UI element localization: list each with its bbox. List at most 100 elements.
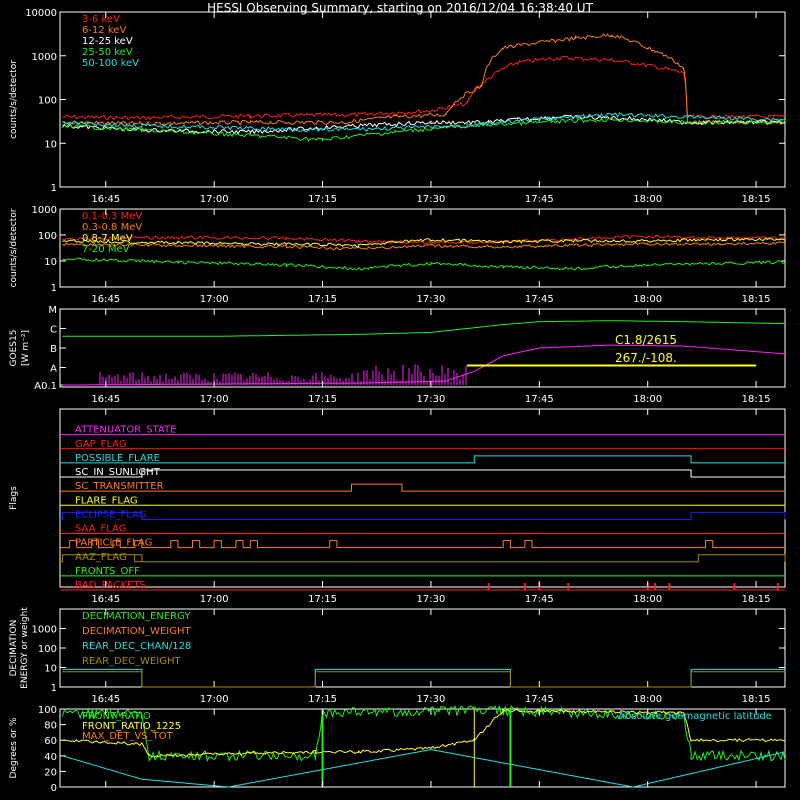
series-line — [62, 749, 786, 788]
y-tick-label: 1000 — [32, 625, 57, 636]
y-tick-label: 10000 — [25, 8, 57, 19]
x-tick-label: 16:45 — [91, 394, 120, 405]
series-line — [62, 671, 785, 688]
x-tick-label: 17:30 — [417, 594, 446, 605]
y-tick-label: 10 — [44, 664, 57, 675]
y-tick-label: 100 — [38, 96, 57, 107]
flag-label: GAP_FLAG — [75, 439, 127, 450]
legend-label: FRONT_RATIO_1225 — [82, 721, 181, 732]
x-tick-label: 17:15 — [308, 294, 337, 305]
legend-label: 12-25 keV — [82, 36, 133, 47]
legend-label: REAR_DEC_CHAN/128 — [82, 641, 191, 652]
x-tick-label: 18:15 — [742, 694, 771, 705]
flag-label: AAZ_FLAG — [75, 552, 127, 563]
y-tick-label: 100 — [38, 644, 57, 655]
x-tick-label: 17:00 — [200, 294, 229, 305]
series-line — [62, 234, 786, 245]
series-line — [62, 112, 786, 133]
flag-line — [60, 483, 785, 492]
y-tick-label: 1000 — [32, 52, 57, 63]
y-tick-label: 1 — [51, 183, 57, 194]
y-tick-label: 100 — [38, 705, 57, 716]
flag-line — [60, 540, 785, 549]
y-tick-label: 0 — [51, 783, 57, 794]
flag-line — [60, 469, 785, 478]
series-line — [61, 704, 786, 763]
y-tick-label: 1 — [51, 683, 57, 694]
legend-label: DECIMATION_WEIGHT — [82, 626, 191, 637]
legend-label: REAR_DEC_WEIGHT — [82, 656, 181, 667]
series-line — [62, 320, 785, 337]
flag-label: ECLIPSE_FLAG — [75, 509, 146, 520]
legend-label: FRONT_RATIO — [82, 711, 151, 722]
x-tick-label: 18:15 — [742, 594, 771, 605]
ratios-annotation: Absolute geomagnetic latitude — [618, 711, 772, 722]
x-tick-label: 17:15 — [308, 394, 337, 405]
x-tick-label: 16:45 — [91, 594, 120, 605]
legend-label: 50-100 keV — [82, 58, 139, 69]
x-tick-label: 17:00 — [200, 194, 229, 205]
series-line — [62, 116, 786, 142]
x-tick-label: 18:15 — [742, 294, 771, 305]
y-tick-label: B — [50, 344, 57, 355]
x-tick-label: 17:00 — [200, 394, 229, 405]
x-tick-label: 17:30 — [417, 294, 446, 305]
x-tick-label: 18:00 — [633, 594, 662, 605]
y-tick-label: 20 — [44, 767, 57, 778]
x-tick-label: 18:00 — [633, 294, 662, 305]
flag-label: SAA_FLAG — [75, 524, 126, 535]
x-tick-label: 18:15 — [742, 194, 771, 205]
x-tick-label: 17:45 — [525, 594, 554, 605]
y-tick-label: 10 — [44, 257, 57, 268]
flag-label: ATTENUATOR_STATE — [75, 425, 176, 436]
x-tick-label: 18:00 — [633, 694, 662, 705]
flag-label: PARTICLE_FLAG — [75, 538, 152, 549]
flags-ylabel: Flags — [9, 486, 19, 510]
series-line — [62, 33, 786, 127]
x-tick-label: 16:45 — [91, 194, 120, 205]
legend-label: MAX_DET_VS_TOT — [82, 731, 174, 742]
x-tick-label: 18:15 — [742, 394, 771, 405]
flag-line — [60, 511, 786, 520]
goes-spikes — [99, 364, 467, 385]
x-tick-label: 17:30 — [417, 194, 446, 205]
x-tick-label: 17:45 — [525, 194, 554, 205]
flag-label: SC_IN_SUNLIGHT — [75, 467, 161, 478]
legend-label: DECIMATION_ENERGY — [82, 611, 191, 622]
y-tick-label: C — [50, 325, 57, 336]
x-tick-label: 17:45 — [525, 394, 554, 405]
flag-line — [60, 554, 786, 563]
x-tick-label: 16:45 — [91, 294, 120, 305]
lightcurves-low-ylabel: counts/s/detector — [9, 60, 19, 139]
y-tick-label: 10 — [44, 139, 57, 150]
y-tick-label: 1 — [51, 283, 57, 294]
x-tick-label: 17:15 — [308, 594, 337, 605]
x-tick-label: 16:45 — [91, 694, 120, 705]
decimation-ylabel: ENERGY or weight — [20, 607, 30, 689]
y-tick-label: A0.1 — [34, 381, 57, 392]
y-tick-label: 100 — [38, 231, 57, 242]
x-tick-label: 17:15 — [308, 694, 337, 705]
goes-ylabel-unit: [W m⁻²] — [21, 330, 31, 366]
legend-label: 7-20 MeV — [82, 244, 130, 255]
series-line — [62, 236, 786, 248]
flag-label: BAD_PACKETS — [75, 580, 146, 591]
x-tick-label: 17:30 — [417, 394, 446, 405]
legend-label: 25-50 keV — [82, 47, 133, 58]
y-tick-label: 1000 — [32, 205, 57, 216]
goes-annotation: 267./-108. — [615, 351, 677, 365]
series-line — [62, 241, 786, 251]
ratios-ylabel: Degrees or % — [9, 717, 19, 778]
goes-ylabel: GOES15 — [9, 330, 19, 367]
series-line — [62, 344, 786, 386]
x-tick-label: 17:45 — [525, 294, 554, 305]
series-line — [61, 114, 786, 135]
flag-label: POSSIBLE_FLARE — [75, 453, 160, 464]
y-tick-label: 80 — [44, 721, 57, 732]
x-tick-label: 18:00 — [633, 394, 662, 405]
y-tick-label: 40 — [44, 752, 57, 763]
decimation-ylabel: DECIMATION — [9, 620, 19, 677]
x-tick-label: 17:45 — [525, 694, 554, 705]
x-tick-label: 17:00 — [200, 594, 229, 605]
ratios-frame — [59, 708, 786, 788]
